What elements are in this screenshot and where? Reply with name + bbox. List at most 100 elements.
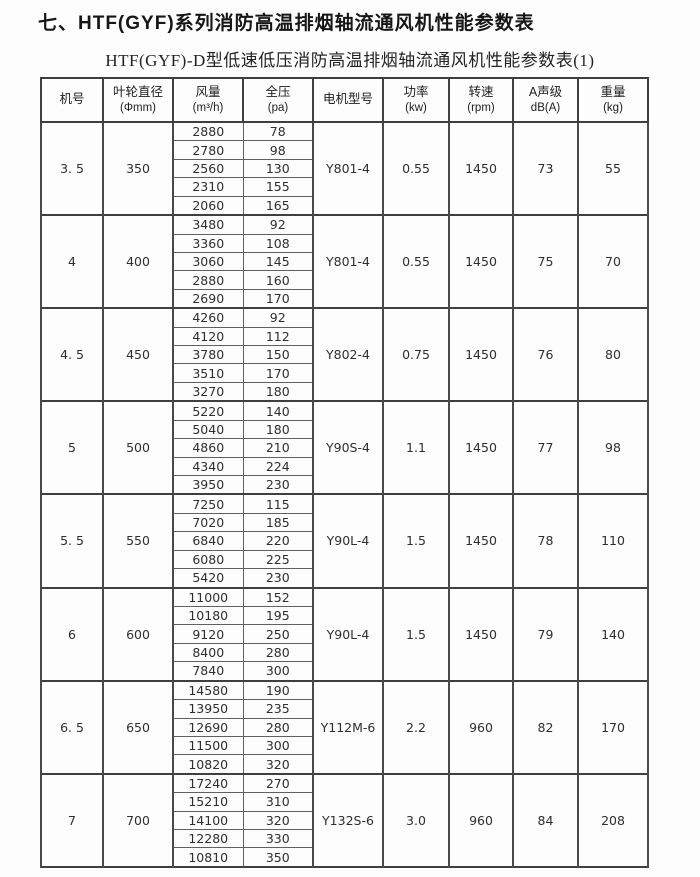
pressure-cell: 210 bbox=[242, 438, 314, 458]
power-cell: 1.5 bbox=[382, 586, 450, 682]
pressure-cell: 170 bbox=[242, 288, 314, 309]
pressure-cell: 180 bbox=[242, 419, 314, 440]
pressure-cell: 98 bbox=[242, 140, 314, 160]
pressure-cell: 78 bbox=[242, 121, 314, 142]
pressure-cell: 270 bbox=[242, 772, 314, 794]
pressure-cell: 145 bbox=[242, 251, 314, 272]
table-row: 5420 230 bbox=[41, 568, 648, 589]
pressure-cell: 170 bbox=[242, 363, 314, 383]
speed-cell: 1450 bbox=[448, 307, 514, 402]
pressure-cell: 140 bbox=[242, 400, 314, 421]
air-flow-cell: 8400 bbox=[172, 642, 244, 663]
header-label: 全压 bbox=[265, 85, 291, 99]
air-flow-cell: 5040 bbox=[172, 419, 244, 440]
pressure-cell: 280 bbox=[242, 717, 314, 737]
noise-level-cell: 75 bbox=[512, 214, 579, 309]
table-row: 6 600 11000 152 Y90L-4 1.5 1450 79 140 bbox=[40, 586, 649, 682]
pressure-cell: 115 bbox=[242, 493, 314, 514]
header-total-pressure: 全压 (pa) bbox=[242, 77, 314, 123]
header-unit: (kg) bbox=[603, 101, 623, 114]
air-flow-cell: 5420 bbox=[172, 568, 244, 589]
table-row: 5 500 5220 140 Y90S-4 1.1 1450 77 98 bbox=[40, 400, 649, 495]
air-flow-cell: 10810 bbox=[172, 847, 244, 868]
pressure-cell: 108 bbox=[242, 233, 314, 253]
noise-level-cell: 84 bbox=[512, 772, 579, 868]
header-label: 叶轮直径 bbox=[112, 85, 163, 99]
header-label: 转速 bbox=[468, 85, 494, 99]
air-flow-cell: 11000 bbox=[172, 586, 244, 608]
header-unit: (kw) bbox=[405, 101, 427, 114]
power-cell: 3.0 bbox=[382, 772, 450, 868]
header-label: 重量 bbox=[600, 85, 626, 99]
pressure-cell: 230 bbox=[242, 474, 314, 495]
header-model-no: 机号 bbox=[40, 77, 104, 123]
noise-level-cell: 79 bbox=[512, 586, 579, 682]
power-cell: 1.1 bbox=[382, 400, 450, 495]
weight-cell: 70 bbox=[577, 214, 649, 309]
air-flow-cell: 12690 bbox=[172, 717, 244, 737]
table-row: 4120 112 bbox=[41, 326, 648, 347]
table-row: 2310 155 bbox=[41, 177, 648, 197]
impeller-diameter-cell: 400 bbox=[102, 214, 174, 309]
speed-cell: 1450 bbox=[448, 586, 514, 682]
page-title: 七、HTF(GYF)系列消防高温排烟轴流通风机性能参数表 bbox=[38, 13, 535, 34]
noise-level-cell: 78 bbox=[512, 493, 579, 589]
weight-cell: 140 bbox=[577, 586, 649, 682]
pressure-cell: 250 bbox=[242, 624, 314, 644]
impeller-diameter-cell: 450 bbox=[102, 307, 174, 402]
air-flow-cell: 10820 bbox=[172, 754, 244, 775]
air-flow-cell: 14580 bbox=[172, 679, 244, 701]
table-row: 7 700 17240 270 Y132S-6 3.0 960 84 208 bbox=[40, 772, 649, 868]
air-flow-cell: 7250 bbox=[172, 493, 244, 514]
air-flow-cell: 2560 bbox=[172, 158, 244, 179]
pressure-cell: 225 bbox=[242, 549, 314, 570]
air-flow-cell: 7840 bbox=[172, 661, 244, 682]
table-row: 4 400 3480 92 Y801-4 0.55 1450 75 70 bbox=[40, 214, 649, 309]
weight-cell: 170 bbox=[577, 679, 649, 775]
impeller-diameter-cell: 700 bbox=[102, 772, 174, 868]
pressure-cell: 150 bbox=[242, 345, 314, 365]
impeller-diameter-cell: 600 bbox=[102, 586, 174, 682]
pressure-cell: 185 bbox=[242, 512, 314, 533]
speed-cell: 1450 bbox=[448, 214, 514, 309]
power-cell: 1.5 bbox=[382, 493, 450, 589]
air-flow-cell: 11500 bbox=[172, 735, 244, 756]
table-row: 5. 5 550 7250 115 Y90L-4 1.5 1450 78 110 bbox=[40, 493, 649, 589]
air-flow-cell: 4120 bbox=[172, 326, 244, 347]
table-row: 3. 5 350 2880 78 Y801-4 0.55 1450 73 55 bbox=[40, 120, 649, 216]
table-row: 15210 310 bbox=[41, 792, 648, 812]
air-flow-cell: 3480 bbox=[172, 214, 244, 235]
air-flow-cell: 4860 bbox=[172, 438, 244, 458]
header-label: 机号 bbox=[59, 92, 85, 107]
air-flow-cell: 13950 bbox=[172, 699, 244, 719]
motor-model-cell: Y112M-6 bbox=[312, 679, 384, 775]
weight-cell: 55 bbox=[577, 120, 649, 216]
pressure-cell: 195 bbox=[242, 606, 314, 626]
pressure-cell: 320 bbox=[242, 810, 314, 831]
header-impeller-diameter: 叶轮直径 (Φmm) bbox=[102, 77, 174, 123]
air-flow-cell: 3270 bbox=[172, 381, 244, 402]
pressure-cell: 220 bbox=[242, 531, 314, 551]
table-row: 14100 320 bbox=[41, 810, 648, 831]
motor-model-cell: Y90S-4 bbox=[312, 400, 384, 495]
pressure-cell: 180 bbox=[242, 381, 314, 402]
air-flow-cell: 7020 bbox=[172, 512, 244, 533]
air-flow-cell: 2060 bbox=[172, 195, 244, 216]
pressure-cell: 320 bbox=[242, 754, 314, 775]
model-no-cell: 5 bbox=[40, 400, 104, 495]
air-flow-cell: 2880 bbox=[172, 270, 244, 290]
table-row: 4. 5 450 4260 92 Y802-4 0.75 1450 76 80 bbox=[40, 307, 649, 402]
model-no-cell: 3. 5 bbox=[40, 120, 104, 216]
header-motor-model: 电机型号 bbox=[312, 77, 384, 123]
impeller-diameter-cell: 550 bbox=[102, 493, 174, 589]
pressure-cell: 112 bbox=[242, 326, 314, 347]
air-flow-cell: 15210 bbox=[172, 792, 244, 812]
motor-model-cell: Y90L-4 bbox=[312, 586, 384, 682]
pressure-cell: 152 bbox=[242, 586, 314, 608]
header-noise-level: A声级 dB(A) bbox=[512, 77, 579, 123]
air-flow-cell: 6840 bbox=[172, 531, 244, 551]
model-no-cell: 6. 5 bbox=[40, 679, 104, 775]
table-row: 6080 225 bbox=[41, 549, 648, 570]
power-cell: 0.55 bbox=[382, 120, 450, 216]
pressure-cell: 92 bbox=[242, 214, 314, 235]
